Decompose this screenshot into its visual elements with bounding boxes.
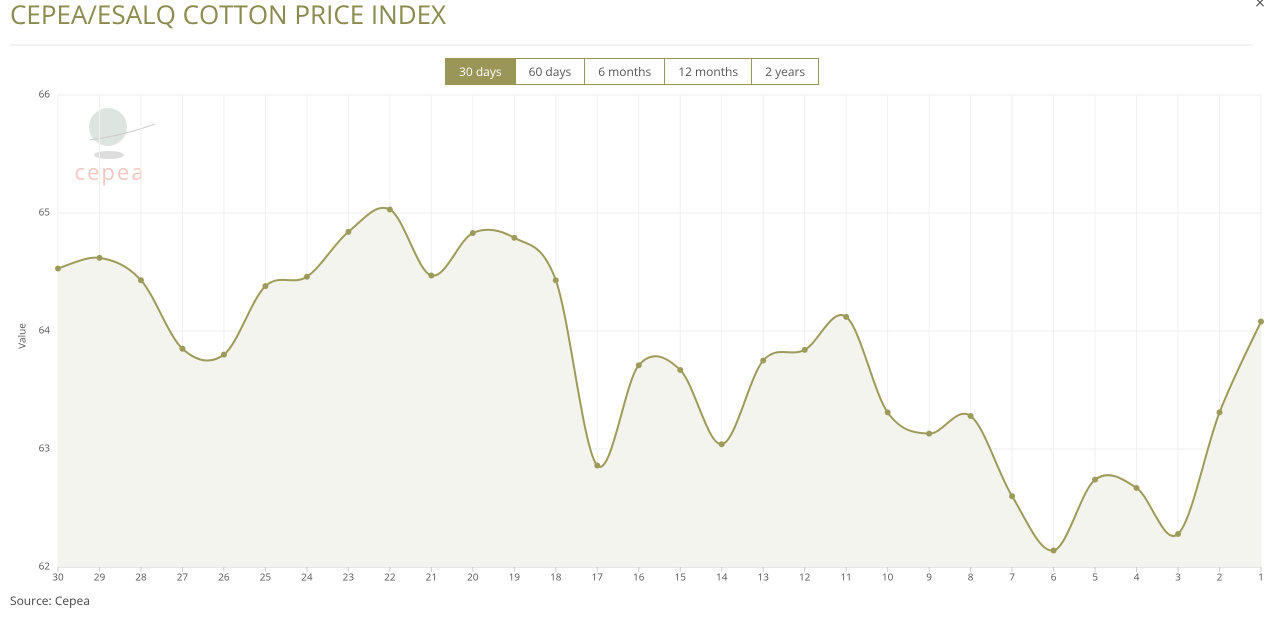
x-tick-label: 18 [550,570,562,584]
x-tick-label: 30 [52,570,64,584]
point [345,228,352,235]
y-tick-label: 62 [39,559,51,573]
x-tick-label: 24 [301,570,313,584]
x-tick-label: 15 [675,570,687,584]
point [677,366,684,373]
point [220,351,227,358]
y-tick-label: 65 [39,205,51,219]
x-tick-label: 20 [467,570,479,584]
point [179,345,186,352]
x-tick-label: 19 [509,570,521,584]
point [511,234,518,241]
x-tick-label: 4 [1134,570,1140,584]
x-tick-label: 25 [260,570,272,584]
point [594,462,601,469]
point [428,272,435,279]
point [1092,476,1099,483]
close-button[interactable]: × [1255,0,1265,15]
point [1133,484,1140,491]
point [1258,318,1264,325]
y-tick-label: 64 [39,323,51,337]
range-selector: 30 days 60 days 6 months 12 months 2 years [445,58,820,85]
point [262,283,269,290]
x-tick-label: 21 [426,570,437,584]
y-axis-label: Value [15,323,29,349]
point [1216,409,1223,416]
point [137,277,144,284]
point [55,265,61,272]
source: Source: Cepea [10,592,90,609]
range-button[interactable]: 6 months [585,58,666,85]
area [58,207,1261,568]
logo: cepea [75,108,156,187]
point [843,313,850,320]
x-tick-label: 1 [1258,570,1264,584]
x-tick-label: 23 [343,570,355,584]
x-tick-label: 13 [757,570,769,584]
y-tick-label: 63 [39,441,51,455]
point [884,409,891,416]
point [1050,547,1057,554]
x-tick-label: 2 [1217,570,1223,584]
x-tick-label: 5 [1092,570,1098,584]
x-tick-label: 12 [799,570,811,584]
x-tick-label: 11 [840,570,851,584]
x-tick-label: 29 [94,570,106,584]
x-tick-label: 17 [592,570,604,584]
x-tick-label: 27 [177,570,189,584]
point [801,346,808,353]
point [967,412,974,419]
x-tick-label: 28 [135,570,147,584]
logo-text: cepea [75,157,146,187]
x-tick-label: 22 [384,570,396,584]
point [635,362,642,369]
x-tick-label: 14 [716,570,728,584]
point [1009,493,1016,500]
range-button[interactable]: 2 years [752,58,820,85]
x-tick-label: 10 [882,570,894,584]
point [386,206,393,213]
point [96,254,103,261]
x-tick-label: 6 [1051,570,1057,584]
y-tick-label: 66 [39,87,51,101]
x-tick-label: 7 [1009,570,1015,584]
x-tick-label: 26 [218,570,230,584]
point [926,430,933,437]
point [760,357,767,364]
point [303,273,310,280]
x-tick-label: 3 [1175,570,1181,584]
x-tick-label: 9 [926,570,932,584]
point [469,230,476,237]
point [718,441,725,448]
x-tick-label: 8 [968,570,974,584]
x-tick-label: 16 [633,570,645,584]
point [552,277,559,284]
title: CEPEA/ESALQ COTTON PRICE INDEX [10,0,446,32]
point [1175,530,1182,537]
range-button[interactable]: 12 months [665,58,753,85]
range-button[interactable]: 60 days [515,58,586,85]
range-button[interactable]: 30 days [445,58,516,85]
